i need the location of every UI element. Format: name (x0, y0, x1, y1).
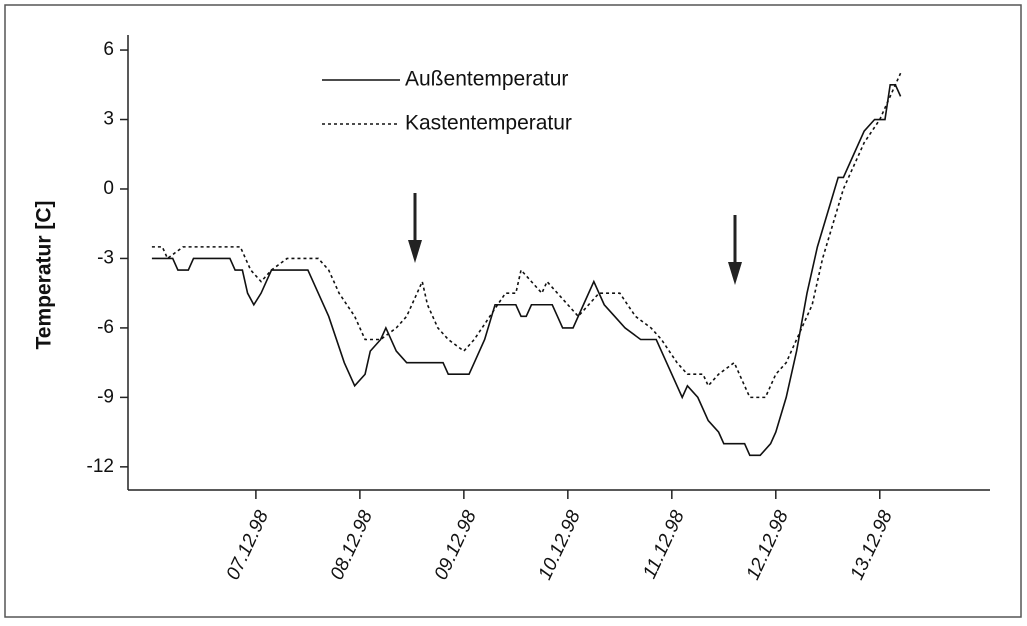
y-tick-label: -3 (97, 247, 114, 268)
frame (4, 4, 1022, 618)
line (151, 83, 902, 457)
line (151, 72, 902, 399)
legend-label: Außentemperatur (405, 68, 568, 91)
y-tick-label: 3 (103, 109, 114, 130)
y-axis-label: Temperatur [C] (33, 201, 56, 350)
y-tick-label: -12 (87, 456, 114, 477)
legend-label: Kastentemperatur (405, 112, 572, 135)
arrow (408, 193, 742, 285)
y-tick-label: 6 (103, 39, 114, 60)
y-tick-label: 0 (103, 178, 114, 199)
y-tick-label: -9 (97, 386, 114, 407)
y-tick-label: -6 (97, 317, 114, 338)
